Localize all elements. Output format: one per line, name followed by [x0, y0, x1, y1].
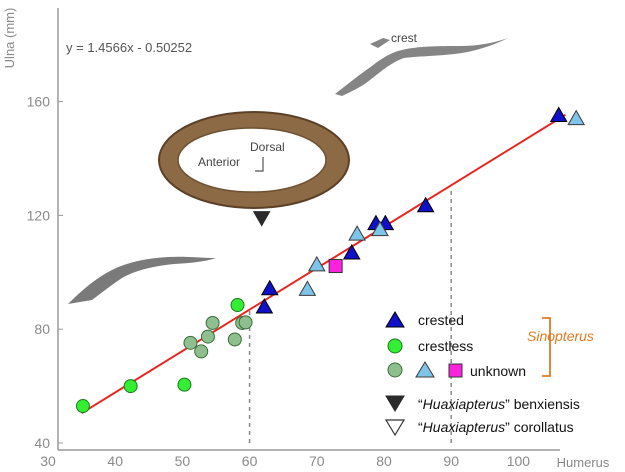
data-point-series-0: [260, 279, 279, 296]
orientation-mark: [255, 157, 264, 172]
legend-crestless-marker: [387, 338, 403, 354]
data-point-series-2: [200, 329, 215, 344]
legend-group-label: Sinopterus: [527, 328, 594, 344]
x-tick-label: 50: [175, 453, 191, 469]
regression-equation: y = 1.4566x - 0.50252: [66, 40, 192, 55]
y-tick-label: 120: [27, 207, 51, 223]
data-point-series-2: [205, 315, 220, 330]
data-point-series-3: [567, 109, 586, 126]
data-point-series-1: [75, 399, 90, 414]
x-tick-label: 70: [309, 453, 325, 469]
crest-pointer: [370, 38, 390, 48]
data-point-series-3: [348, 225, 366, 241]
data-point-series-3: [307, 255, 326, 272]
y-tick-label: 40: [34, 435, 50, 451]
data-point-series-0: [549, 106, 568, 123]
reference-lines: [248, 186, 452, 443]
x-tick-label: 100: [507, 453, 531, 469]
data-point-series-3: [371, 220, 389, 237]
legend: crested crestless unknown Sinopterus “Hu…: [384, 311, 594, 437]
data-point-series-2: [194, 344, 209, 359]
data-point-series-1: [230, 298, 245, 313]
legend-benxiensis-marker: [385, 395, 405, 412]
legend-crestless-label: crestless: [418, 338, 473, 354]
crest-label: crest: [391, 31, 418, 45]
y-tick-label: 80: [34, 321, 50, 337]
x-axis-label: Humerus: [557, 455, 610, 470]
legend-benxiensis-label: “Huaxiapterus” benxiensis: [418, 396, 580, 412]
y-tick-label: 160: [27, 94, 51, 110]
legend-crestless-sinopterus-marker: [387, 362, 403, 378]
x-tick-label: 90: [443, 453, 459, 469]
legend-crested-sinopterus-marker: [415, 361, 435, 378]
legend-crested-label: crested: [418, 312, 464, 328]
regression-line: [81, 113, 566, 415]
data-point-series-0: [416, 196, 435, 213]
x-tick-label: 60: [242, 453, 258, 469]
tick-labels: 30 40 50 60 70 80 90 100 40 80 120 160: [27, 94, 531, 469]
data-point-series-0: [342, 243, 361, 260]
legend-unknown-marker: [448, 363, 463, 378]
legend-corollatus-label: “Huaxiapterus” corollatus: [418, 419, 574, 435]
bone-cross-section: Dorsal Anterior: [158, 111, 350, 209]
data-point-series-2: [183, 335, 198, 350]
dorsal-label: Dorsal: [250, 140, 285, 154]
legend-crested-marker: [385, 311, 405, 328]
crested-skull-silhouette: [335, 38, 508, 96]
x-tick-label: 40: [107, 453, 123, 469]
data-point-series-0: [255, 298, 274, 314]
data-point-series-2: [227, 332, 242, 347]
data-point-series-5: [252, 211, 271, 227]
legend-corollatus-marker: [384, 419, 406, 437]
data-points: [75, 106, 586, 414]
data-point-series-2: [238, 315, 253, 330]
legend-group-bracket: [542, 317, 551, 377]
anterior-label: Anterior: [198, 155, 240, 169]
data-point-series-1: [123, 379, 138, 394]
data-point-series-4: [328, 259, 343, 274]
y-axis-label: Ulna (mm): [2, 8, 17, 69]
data-point-series-3: [298, 280, 317, 296]
legend-unknown-label: unknown: [470, 363, 526, 379]
data-point-series-1: [177, 377, 192, 392]
x-tick-label: 80: [376, 453, 392, 469]
crestless-skull-silhouette: [68, 256, 216, 304]
x-tick-label: 30: [40, 453, 56, 469]
